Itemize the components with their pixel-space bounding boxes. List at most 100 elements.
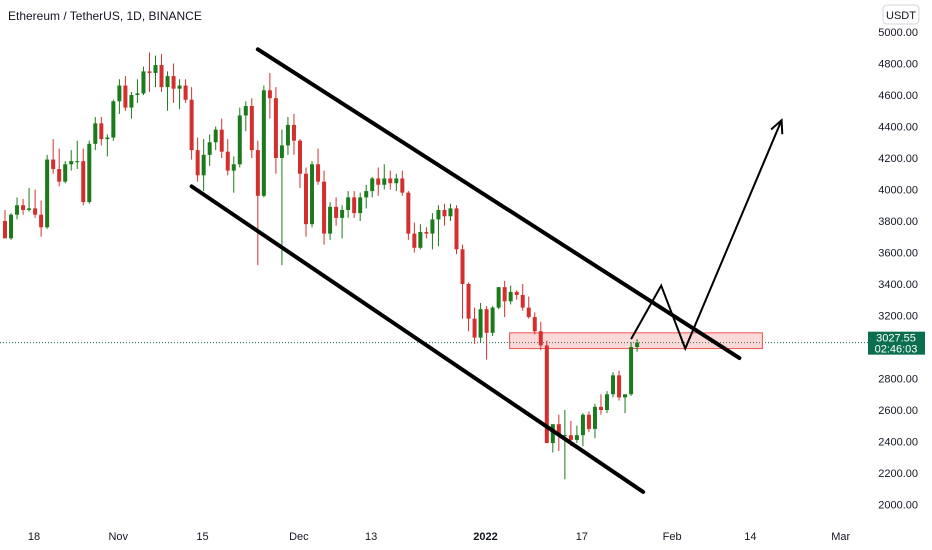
candle-body — [201, 154, 206, 176]
candle-body — [117, 85, 122, 102]
candle-body — [310, 164, 315, 225]
candle-body — [165, 76, 170, 88]
candle-body — [297, 140, 302, 174]
candle-body — [159, 65, 164, 88]
candle-body — [370, 178, 375, 192]
candle-body — [424, 232, 429, 234]
projection-path — [630, 119, 783, 352]
candle-body — [496, 287, 501, 308]
candle-body — [352, 197, 357, 214]
candle-body — [418, 232, 423, 248]
support-zone-layer — [509, 332, 763, 350]
candle-body — [617, 375, 622, 398]
candle-body — [123, 85, 128, 108]
y-tick-label: 4400.00 — [878, 122, 918, 134]
support-zone — [509, 332, 763, 350]
candle-body — [412, 233, 417, 248]
candle-body — [514, 291, 519, 296]
drawings-layer — [189, 47, 784, 494]
candle-body — [93, 123, 98, 144]
y-tick-label: 3800.00 — [878, 216, 918, 228]
candle-body — [267, 90, 272, 99]
candle-body — [75, 161, 80, 163]
x-tick-label: Feb — [663, 531, 682, 543]
candle-body — [195, 150, 200, 176]
candle-body — [21, 205, 26, 210]
candle-body — [502, 287, 507, 302]
candle-body — [129, 95, 134, 108]
candle-body — [448, 208, 453, 217]
y-tick-label: 4800.00 — [878, 59, 918, 71]
candle-body — [508, 291, 513, 302]
candle-body — [51, 159, 56, 170]
y-tick-label: 2400.00 — [878, 437, 918, 449]
x-tick-label: 13 — [365, 531, 377, 543]
price-axis-layer: 5000.00 4800.00 4600.00 4400.00 4200.00 4000.… — [28, 27, 925, 543]
x-tick-label: 17 — [576, 531, 588, 543]
y-tick-label: 2600.00 — [878, 405, 918, 417]
x-tick-label: 2022 — [473, 531, 497, 543]
candle-body — [177, 85, 182, 89]
x-tick-label: 18 — [28, 531, 40, 543]
candle-body — [249, 106, 254, 151]
candle-body — [358, 197, 363, 214]
candle-body — [99, 123, 104, 140]
candle-body — [388, 178, 393, 184]
candle-body — [231, 164, 236, 171]
candle-body — [376, 178, 381, 185]
candle-body — [3, 221, 7, 239]
candle-body — [322, 181, 327, 234]
candle-body — [532, 317, 537, 332]
current-price-box — [868, 331, 925, 355]
candle-body — [478, 309, 483, 338]
candle-body — [237, 115, 242, 165]
candle-body — [57, 169, 62, 182]
candle-body — [171, 76, 176, 89]
x-tick-label: Nov — [108, 531, 128, 543]
chart-title: Ethereum / TetherUS, 1D, BINANCE — [8, 9, 202, 23]
y-tick-label: 4000.00 — [878, 185, 918, 197]
candle-body — [340, 209, 345, 218]
candle-body — [574, 435, 579, 440]
candle-body — [105, 137, 110, 140]
candles-layer — [3, 52, 640, 480]
candle-body — [141, 71, 146, 94]
candle-body — [382, 178, 387, 185]
candle-body — [436, 209, 441, 220]
candle-body — [111, 101, 116, 138]
candle-body — [346, 197, 351, 210]
candle-body — [291, 124, 296, 141]
candle-body — [430, 219, 435, 234]
channel-upper-line — [255, 47, 742, 361]
candle-body — [63, 164, 68, 182]
candle-body — [611, 375, 616, 395]
candle-body — [544, 345, 549, 444]
candle-body — [394, 178, 399, 184]
candle-body — [304, 173, 308, 225]
y-tick-label: 4600.00 — [878, 90, 918, 102]
candle-body — [526, 307, 531, 318]
candle-body — [189, 99, 194, 151]
candle-body — [550, 424, 555, 444]
channel-lower-line — [189, 184, 646, 494]
candle-body — [9, 214, 14, 239]
candle-body — [328, 206, 333, 234]
candle-body — [225, 151, 230, 171]
x-tick-label: 14 — [744, 531, 756, 543]
candle-body — [69, 161, 74, 165]
candle-body — [147, 71, 152, 73]
y-tick-label: 3400.00 — [878, 279, 918, 291]
candle-body — [580, 414, 585, 436]
currency-badge[interactable]: USDT — [882, 4, 920, 25]
current-price-label: 3027.55 — [876, 333, 916, 345]
candle-body — [400, 178, 405, 193]
candle-body — [213, 129, 218, 143]
candle-body — [27, 208, 32, 210]
candle-body — [538, 331, 543, 346]
candle-body — [243, 106, 248, 116]
candle-body — [605, 394, 609, 410]
x-tick-label: 15 — [196, 531, 208, 543]
y-tick-label: 2800.00 — [878, 374, 918, 386]
candle-body — [87, 143, 92, 203]
